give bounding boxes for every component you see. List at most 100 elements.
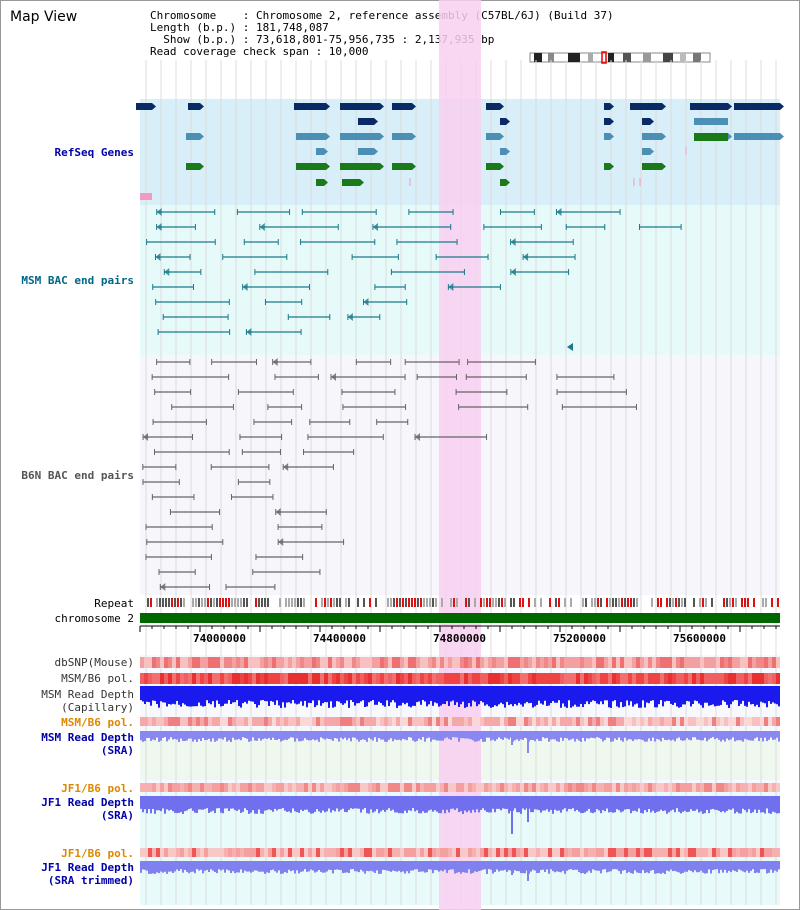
- jf1-trim-depth-bar: [742, 861, 744, 872]
- repeat-mark: [243, 598, 245, 607]
- jf1-pol-heat-cell: [316, 783, 320, 792]
- msm-sra-depth-bar: [464, 731, 466, 739]
- msm-sra-depth-bar: [354, 731, 356, 738]
- jf1-sra-depth-bar: [546, 796, 548, 810]
- msm-cap-depth-bar: [544, 686, 546, 701]
- jf1-pol2-heat-cell: [308, 848, 312, 857]
- msm-pol2-heat-cell: [292, 717, 296, 726]
- track-label-jf1-b6-pol[interactable]: JF1/B6 pol.: [61, 782, 134, 795]
- heatmap-tracks[interactable]: [140, 657, 780, 857]
- jf1-pol-heat-cell: [292, 783, 296, 792]
- msm-sra-depth-bar: [218, 731, 220, 739]
- depth-tracks[interactable]: [140, 686, 780, 881]
- track-label-msm-b6-pol-2[interactable]: MSM/B6 pol.: [61, 716, 134, 729]
- repeat-mark: [456, 598, 458, 607]
- msm-pol2-heat-cell: [236, 717, 240, 726]
- msm-pol-heat-cell: [764, 673, 768, 684]
- jf1-trim-depth-bar: [236, 861, 238, 873]
- jf1-trim-depth-bar: [192, 861, 194, 872]
- jf1-trim-depth-bar: [356, 861, 358, 872]
- msm-pol-heat-cell: [700, 673, 704, 684]
- msm-cap-depth-bar: [390, 686, 392, 703]
- track-label-chromosome[interactable]: chromosome 2: [54, 612, 134, 625]
- msm-sra-depth-bar: [342, 731, 344, 740]
- msm-cap-depth-bar: [276, 686, 278, 701]
- jf1-sra-depth-bar: [144, 796, 146, 810]
- jf1-pol-heat-cell: [712, 783, 716, 792]
- jf1-trim-depth-bar: [670, 861, 672, 870]
- gene-strand-arrow: [374, 148, 378, 155]
- track-label-msm-depth-sra-sub: (SRA): [100, 744, 134, 757]
- chromosome-ideogram[interactable]: [528, 51, 712, 65]
- jf1-pol-heat-cell: [688, 783, 692, 792]
- chromosome-bar[interactable]: [140, 613, 780, 623]
- dbsnp-heat-cell: [168, 657, 172, 668]
- msm-cap-depth-bar: [558, 686, 560, 701]
- dbsnp-heat-cell: [356, 657, 360, 668]
- msm-pol2-heat-cell: [540, 717, 544, 726]
- msm-sra-depth-bar: [482, 731, 484, 742]
- msm-pol-heat-cell: [220, 673, 224, 684]
- msm-cap-depth-bar: [388, 686, 390, 707]
- track-label-msm-depth-sra[interactable]: MSM Read Depth: [41, 731, 134, 744]
- jf1-pol2-heat-cell: [260, 848, 264, 857]
- repeat-mark: [744, 598, 746, 607]
- msm-cap-depth-bar: [296, 686, 298, 705]
- page-title: Map View: [10, 9, 78, 25]
- msm-pol2-heat-cell: [148, 717, 152, 726]
- msm-sra-depth-bar: [214, 731, 216, 742]
- track-label-jf1-trim[interactable]: JF1 Read Depth: [41, 861, 134, 874]
- msm-sra-depth-bar: [548, 731, 550, 742]
- msm-pol2-heat-cell: [220, 717, 224, 726]
- dbsnp-heat-cell: [304, 657, 308, 668]
- jf1-pol-heat-cell: [488, 783, 492, 792]
- repeat-track[interactable]: [147, 598, 779, 607]
- repeat-mark: [612, 598, 614, 607]
- jf1-trim-depth-bar: [352, 861, 354, 870]
- gene-strand-arrow: [200, 133, 204, 140]
- msm-pol2-heat-cell: [264, 717, 268, 726]
- msm-bac-features[interactable]: [146, 208, 682, 351]
- msm-cap-depth-bar: [774, 686, 776, 704]
- msm-sra-depth-bar: [198, 731, 200, 740]
- jf1-sra-depth-bar: [350, 796, 352, 809]
- msm-sra-depth-bar: [772, 731, 774, 740]
- refseq-genes-features[interactable]: [136, 103, 784, 200]
- jf1-pol-heat-cell: [448, 783, 452, 792]
- msm-sra-depth-bar: [414, 731, 416, 742]
- msm-cap-depth-bar: [172, 686, 174, 704]
- jf1-pol2-heat-cell: [292, 848, 296, 857]
- jf1-trim-depth-bar: [400, 861, 402, 873]
- msm-cap-depth-bar: [412, 686, 414, 706]
- track-label-dbsnp[interactable]: dbSNP(Mouse): [54, 656, 134, 669]
- msm-pol2-heat-cell: [736, 717, 740, 726]
- msm-cap-depth-bar: [596, 686, 598, 704]
- repeat-mark: [615, 598, 617, 607]
- msm-cap-depth-bar: [152, 686, 154, 701]
- jf1-pol2-heat-cell: [732, 848, 736, 857]
- msm-sra-depth-bar: [710, 731, 712, 739]
- jf1-sra-depth-bar: [160, 796, 162, 812]
- track-label-repeat[interactable]: Repeat: [94, 597, 134, 610]
- msm-pol-heat-cell: [284, 673, 288, 684]
- msm-cap-depth-bar: [342, 686, 344, 705]
- track-label-jf1-depth[interactable]: JF1 Read Depth: [41, 796, 134, 809]
- jf1-sra-depth-bar: [348, 796, 350, 810]
- b6n-bac-features[interactable]: [142, 358, 637, 591]
- msm-cap-depth-bar: [404, 686, 406, 705]
- jf1-trim-depth-bar: [348, 861, 350, 873]
- msm-cap-depth-bar: [460, 686, 462, 705]
- msm-pol2-heat-cell: [752, 717, 756, 726]
- track-label-msm-depth-cap[interactable]: MSM Read Depth: [41, 688, 134, 701]
- track-label-jf1-b6-pol-2[interactable]: JF1/B6 pol.: [61, 847, 134, 860]
- track-label-refseq[interactable]: RefSeq Genes: [54, 146, 134, 159]
- msm-pol-heat-cell: [164, 673, 168, 684]
- repeat-mark: [330, 598, 332, 607]
- track-label-msm-bac[interactable]: MSM BAC end pairs: [21, 274, 134, 287]
- track-label-b6n-bac[interactable]: B6N BAC end pairs: [21, 469, 134, 482]
- jf1-pol2-heat-cell: [604, 848, 608, 857]
- track-label-msm-b6-pol[interactable]: MSM/B6 pol.: [61, 672, 134, 685]
- msm-pol2-heat-cell: [360, 717, 364, 726]
- msm-sra-depth-bar: [322, 731, 324, 739]
